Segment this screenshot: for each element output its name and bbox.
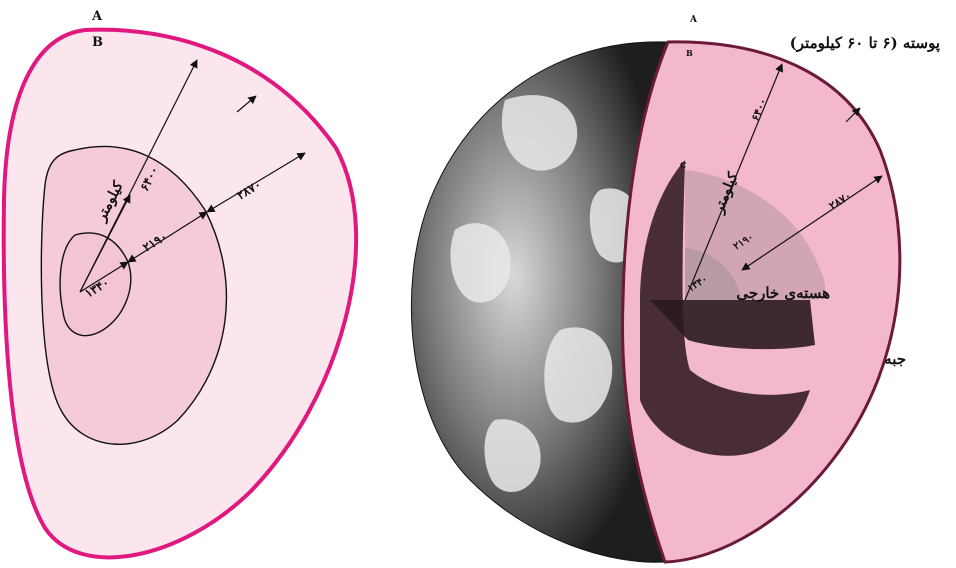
right-crust-label: پوسته (۶ تا ۶۰ کیلومتر) xyxy=(790,34,940,53)
right-point-a: A xyxy=(689,15,698,25)
right-globe-surface xyxy=(410,41,669,563)
left-cross-section: A B کیلومتر ۶۴۰۰ ۲۸۷۰ ۲۱۹۰ ۱۳۴۰ xyxy=(1,9,359,560)
right-crust-arrow xyxy=(845,107,861,123)
right-core-cavity xyxy=(640,160,810,456)
right-globe-cutaway: A B C پوسته (۶ تا ۶۰ کیلومتر) کیلومتر ۶۴… xyxy=(410,15,940,564)
left-point-b: B xyxy=(92,35,103,50)
right-mantle-label: جبه xyxy=(884,350,906,368)
left-radius-unit xyxy=(79,194,131,293)
left-radius-inner xyxy=(79,261,129,293)
left-radius-outer-core xyxy=(127,211,208,263)
left-radius-mantle xyxy=(206,152,306,213)
right-radius-total xyxy=(684,63,784,301)
left-inner-core-boundary xyxy=(59,232,132,337)
right-outer-core-label: هسته‌ی خارجی xyxy=(736,284,830,302)
right-point-b: B xyxy=(686,48,693,58)
right-point-c: C xyxy=(680,160,686,170)
right-radius-mantle xyxy=(741,175,883,271)
right-inner-core-wedge xyxy=(685,248,742,300)
left-point-a: A xyxy=(91,9,103,24)
right-cut-plane xyxy=(650,300,815,350)
left-crust-arrow xyxy=(236,95,257,113)
